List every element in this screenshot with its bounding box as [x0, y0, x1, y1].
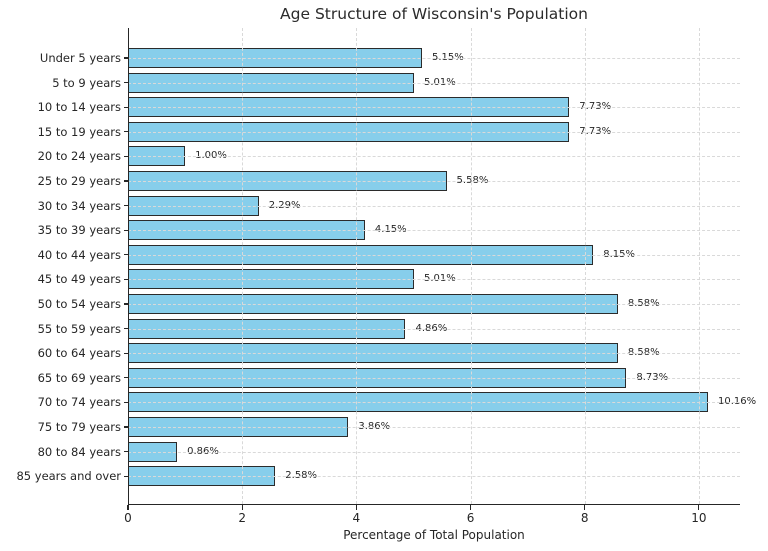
gridline-h	[128, 205, 740, 207]
y-axis-label: 30 to 34 years	[37, 198, 121, 213]
bar-value-label: 8.58%	[627, 347, 660, 359]
y-axis-label: 80 to 84 years	[37, 444, 121, 459]
y-tick	[124, 205, 128, 207]
x-tick-label: 2	[238, 511, 246, 525]
x-tick	[698, 505, 700, 510]
y-axis-label: 65 to 69 years	[37, 370, 121, 385]
y-axis-label: 15 to 19 years	[37, 124, 121, 139]
x-tick-label: 4	[352, 511, 361, 525]
y-axis-label: 75 to 79 years	[37, 420, 121, 434]
y-tick	[124, 451, 128, 453]
x-tick	[469, 505, 472, 510]
bar-value-label: 5.15%	[432, 52, 464, 63]
y-tick	[124, 254, 128, 256]
y-tick	[124, 57, 128, 59]
bar-value-label: 2.29%	[268, 199, 301, 211]
x-tick-label: 6	[466, 511, 475, 525]
gridline-h	[128, 254, 740, 256]
y-tick	[124, 82, 128, 84]
bar-value-label: 10.16%	[718, 396, 757, 408]
y-tick	[124, 303, 128, 305]
x-tick-label: 10	[691, 511, 707, 525]
bar-value-label: 7.73%	[579, 101, 612, 113]
y-tick	[124, 352, 128, 354]
y-axis-label: Under 5 years	[39, 51, 121, 65]
gridline-v	[242, 28, 244, 504]
bar-value-label: 4.15%	[374, 224, 407, 236]
y-axis-label: 10 to 14 years	[37, 100, 121, 115]
gridline-h	[128, 377, 740, 379]
x-tick	[584, 505, 586, 510]
y-axis-label: 45 to 49 years	[37, 272, 121, 287]
y-tick	[124, 278, 128, 280]
x-tick-label: 8	[580, 511, 589, 525]
bar-value-label: 7.73%	[579, 125, 612, 137]
y-tick	[124, 131, 128, 133]
x-axis-title: Percentage of Total Population	[343, 528, 525, 542]
y-axis-label: 85 years and over	[16, 469, 121, 484]
gridline-h	[128, 427, 740, 428]
bar-value-label: 4.86%	[415, 322, 448, 334]
bar-value-label: 3.86%	[358, 421, 391, 432]
y-axis-label: 55 to 59 years	[37, 321, 121, 336]
bar-value-label: 5.01%	[424, 76, 456, 88]
y-axis-label: 20 to 24 years	[37, 149, 121, 164]
bar-value-label: 5.58%	[456, 175, 489, 186]
gridline-h	[128, 476, 740, 478]
y-tick	[124, 475, 128, 477]
y-tick	[124, 401, 128, 403]
bar-value-label: 8.58%	[627, 298, 660, 309]
y-axis-label: 60 to 64 years	[37, 346, 121, 361]
y-tick	[124, 155, 128, 157]
x-tick-label: 0	[124, 511, 132, 525]
x-tick	[355, 505, 357, 510]
y-tick	[124, 229, 128, 231]
gridline-h	[128, 58, 740, 59]
gridline-h	[128, 230, 740, 232]
bar-value-label: 0.86%	[187, 445, 219, 457]
gridline-h	[128, 181, 740, 182]
y-axis-label: 50 to 54 years	[37, 297, 121, 311]
bar-value-label: 5.01%	[424, 273, 456, 285]
gridline-h	[128, 156, 740, 158]
gridline-v	[356, 28, 358, 504]
gridline-v	[470, 28, 472, 504]
gridline-h	[128, 279, 740, 281]
y-tick	[124, 106, 128, 108]
y-axis-label: 25 to 29 years	[37, 174, 121, 188]
y-tick	[124, 426, 128, 428]
plot-area: 5.15% 5.01% 7.73% 7.73% 1.00% 5.58% 2.29% 4.15%…	[128, 28, 756, 506]
gridline-h	[128, 131, 740, 133]
gridline-h	[128, 304, 740, 305]
y-tick	[124, 180, 128, 182]
gridline-h	[128, 353, 740, 355]
x-axis-spine	[128, 504, 740, 506]
y-axis-spine	[128, 28, 130, 504]
x-tick	[241, 505, 243, 510]
bar-value-label: 8.15%	[603, 248, 636, 260]
bar-value-label: 1.00%	[195, 150, 227, 162]
y-axis-label: 70 to 74 years	[37, 395, 121, 410]
chart-title: Age Structure of Wisconsin's Population	[280, 5, 588, 23]
y-axis-label: 35 to 39 years	[37, 223, 121, 238]
gridline-v	[584, 28, 586, 504]
bar-value-label: 8.73%	[636, 371, 669, 383]
gridline-v	[698, 28, 700, 504]
y-axis-label: 5 to 9 years	[52, 75, 121, 90]
gridline-h	[128, 402, 740, 404]
gridline-h	[128, 107, 740, 109]
y-axis-label: 40 to 44 years	[37, 247, 121, 262]
x-tick	[127, 505, 129, 510]
gridline-h	[128, 328, 740, 330]
y-tick	[124, 328, 128, 330]
y-tick	[124, 377, 128, 379]
gridline-h	[128, 82, 740, 84]
gridline-h	[128, 451, 740, 453]
bar-value-label: 2.58%	[285, 470, 318, 482]
